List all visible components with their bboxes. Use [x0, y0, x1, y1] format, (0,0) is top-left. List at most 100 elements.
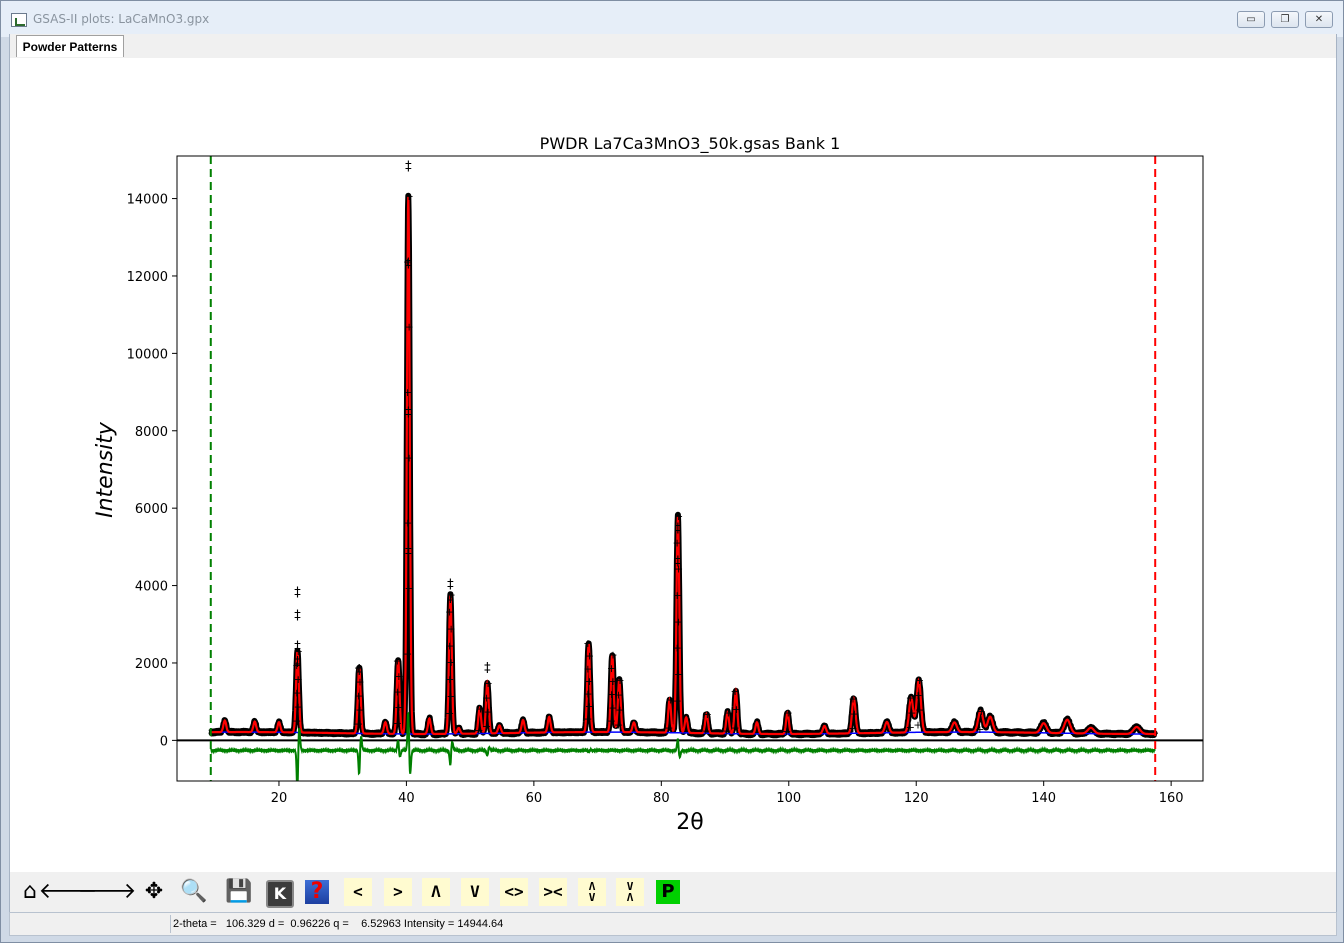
shift-left-button[interactable]: < [344, 878, 372, 906]
obs-marker: + [732, 703, 741, 716]
shrink-x-icon: >< [543, 882, 563, 901]
powder-pattern-chart[interactable]: ++++++++++++++++++++++++++++++++++++++++… [10, 58, 1336, 872]
obs-marker: ‡ [294, 585, 301, 600]
obs-marker: + [673, 589, 682, 602]
axes: 20 40 60 80 100 120 140 160 0 2000 4000 6000 8000 100… [127, 155, 1204, 806]
shrink-y-button[interactable]: V Λ [616, 878, 644, 906]
y-tick-label: 6000 [135, 502, 168, 517]
chart-title: PWDR La7Ca3MnO3_50k.gsas Bank 1 [540, 134, 841, 154]
difference-series [210, 711, 1156, 781]
tab-powder-patterns[interactable]: Powder Patterns [16, 35, 124, 57]
obs-marker: ‡ [484, 661, 491, 676]
obs-marker: + [447, 622, 456, 635]
obs-marker: + [292, 687, 301, 700]
obs-marker: + [782, 725, 791, 738]
obs-marker: + [731, 685, 740, 698]
obs-marker: + [608, 701, 617, 714]
y-axis-label: Intensity [93, 421, 118, 518]
obs-marker: + [608, 675, 617, 688]
obs-marker: + [666, 694, 675, 707]
obs-marker: + [585, 650, 594, 663]
y-tick-label: 12000 [127, 270, 168, 285]
obs-marker: + [913, 718, 922, 731]
shift-left-icon: < [353, 882, 363, 901]
x-tick-label: 120 [904, 791, 929, 806]
obs-marker: + [583, 637, 592, 650]
obs-marker: + [447, 690, 456, 703]
plot-area: ++++++++++++++++++++++++++++++++++++++++… [177, 156, 1203, 781]
help-button[interactable]: ? [305, 880, 329, 904]
shift-right-button[interactable]: > [384, 878, 412, 906]
shift-down-icon: V [470, 882, 480, 901]
obs-marker: + [354, 690, 363, 703]
obs-marker: + [615, 674, 624, 687]
title-bar[interactable]: GSAS-II plots: LaCaMnO3.gpx ▭ ❐ ✕ [1, 1, 1343, 37]
expand-y-button[interactable]: Λ V [578, 878, 606, 906]
obs-marker: + [394, 701, 403, 714]
save-button[interactable]: 💾 [225, 878, 253, 906]
pan-button[interactable]: ✥ [140, 878, 168, 906]
publish-icon: P [661, 881, 675, 902]
shift-up-button[interactable]: Λ [422, 878, 450, 906]
forward-button[interactable]: 🡒 [78, 878, 137, 906]
obs-marker: ‡ [405, 405, 412, 420]
maximize-button[interactable]: ❐ [1271, 11, 1299, 28]
minimize-button[interactable]: ▭ [1237, 11, 1265, 28]
shrink-x-button[interactable]: >< [539, 878, 567, 906]
pan-icon: ✥ [144, 879, 164, 904]
obs-marker: + [355, 676, 364, 689]
obs-marker: ‡ [294, 609, 301, 624]
obs-marker: + [585, 700, 594, 713]
shrink-y-icon: V Λ [626, 880, 634, 904]
obs-marker: + [701, 724, 710, 737]
obs-marker: ‡ [675, 554, 682, 569]
obs-marker: + [731, 721, 740, 734]
obs-marker: + [294, 700, 303, 713]
obs-marker: ‡ [405, 545, 412, 560]
home-button[interactable]: ⌂ [16, 878, 44, 906]
obs-marker: + [674, 510, 683, 523]
obs-marker: + [476, 702, 485, 715]
obs-marker: + [403, 386, 412, 399]
expand-x-icon: <> [504, 882, 524, 901]
x-tick-label: 160 [1159, 791, 1184, 806]
expand-x-button[interactable]: <> [500, 878, 528, 906]
plot-canvas[interactable]: + + + + + + + + + + + + + + + + + + + + + + + + + + + + + + + + + + + + + + + +… [9, 58, 1337, 872]
obs-marker: + [445, 605, 454, 618]
obs-marker: + [404, 582, 413, 595]
obs-marker: + [482, 691, 491, 704]
k-key-icon: K [273, 884, 287, 903]
zoom-button[interactable]: 🔍 [180, 878, 208, 906]
back-button[interactable]: 🡐 [39, 878, 98, 906]
obs-marker: + [673, 536, 682, 549]
obs-marker: ‡ [294, 655, 301, 670]
obs-marker: + [975, 723, 984, 736]
obs-marker: + [403, 517, 412, 530]
obs-marker: + [722, 724, 731, 737]
publish-button[interactable]: P [656, 880, 680, 904]
obs-marker: + [294, 645, 303, 658]
y-tick-label: 0 [160, 734, 168, 749]
obs-marker: + [674, 668, 683, 681]
obs-marker: + [848, 692, 857, 705]
obs-marker: + [784, 707, 793, 720]
plot-frame [176, 155, 1204, 782]
obs-marker: + [404, 321, 413, 334]
obs-marker: + [703, 708, 712, 721]
close-button[interactable]: ✕ [1305, 11, 1333, 28]
obs-marker: + [484, 706, 493, 719]
obs-marker: + [608, 649, 617, 662]
obs-marker: + [583, 662, 592, 675]
forward-icon: 🡒 [77, 879, 137, 904]
obs-marker: + [393, 717, 402, 730]
obs-marker: + [915, 674, 924, 687]
obs-marker: + [482, 720, 491, 733]
obs-marker: + [724, 706, 733, 719]
obs-marker: + [404, 190, 413, 203]
shift-down-button[interactable]: V [461, 878, 489, 906]
obs-marker: + [674, 615, 683, 628]
obs-marker: + [913, 689, 922, 702]
obs-marker: + [907, 706, 916, 719]
k-key-button[interactable]: K [266, 880, 294, 908]
